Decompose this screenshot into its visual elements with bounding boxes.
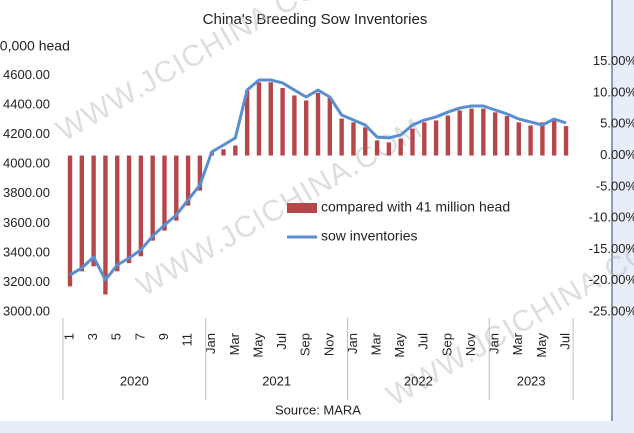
x-tick-label: Nov bbox=[463, 333, 478, 357]
x-tick-label: May bbox=[250, 333, 265, 358]
x-tick-label: Jul bbox=[416, 333, 431, 350]
bar bbox=[339, 118, 344, 156]
x-tick-label: Jan bbox=[203, 333, 218, 354]
y2-tick-label: -25.00% bbox=[589, 303, 634, 318]
x-tick-label: Jan bbox=[345, 333, 360, 354]
x-tick-label: 5 bbox=[109, 333, 124, 340]
bar bbox=[351, 122, 356, 156]
bar bbox=[150, 155, 155, 241]
x-tick-label: 7 bbox=[132, 333, 147, 340]
bar bbox=[280, 87, 285, 156]
y-tick-label: 4200.00 bbox=[3, 126, 50, 141]
bar bbox=[563, 126, 569, 156]
bar bbox=[433, 120, 439, 156]
y2-tick-label: 5.00% bbox=[600, 116, 634, 131]
y-tick-label: 3800.00 bbox=[3, 185, 50, 200]
bar bbox=[268, 82, 273, 156]
y-tick-label: 3200.00 bbox=[3, 274, 50, 289]
bar bbox=[174, 155, 179, 221]
y2-tick-label: 0.00% bbox=[600, 147, 634, 162]
bar bbox=[185, 155, 191, 206]
bar bbox=[386, 142, 392, 156]
y-tick-label: 4400.00 bbox=[3, 97, 50, 112]
bar bbox=[79, 155, 85, 272]
bar bbox=[256, 82, 262, 156]
y2-tick-label: 15.00% bbox=[593, 53, 634, 68]
bar bbox=[492, 112, 498, 156]
bar bbox=[292, 95, 297, 156]
group-label: 2020 bbox=[120, 373, 149, 388]
bar bbox=[91, 155, 96, 267]
x-tick-label: Jul bbox=[557, 333, 572, 350]
bar bbox=[481, 108, 486, 156]
group-label: 2023 bbox=[517, 373, 546, 388]
y-tick-label: 3000.00 bbox=[3, 303, 50, 318]
bar bbox=[422, 122, 427, 156]
bar bbox=[244, 90, 250, 156]
y-tick-label: 4000.00 bbox=[3, 156, 50, 171]
bar bbox=[162, 155, 167, 231]
legend-label: sow inventories bbox=[321, 228, 418, 244]
line bbox=[69, 78, 567, 282]
legend-label: compared with 41 million head bbox=[321, 199, 510, 215]
bar bbox=[410, 128, 415, 156]
chart-title: China's Breeding Sow Inventories bbox=[203, 11, 428, 28]
bar bbox=[103, 155, 108, 295]
x-tick-label: May bbox=[534, 333, 549, 358]
x-tick-label: Mar bbox=[510, 332, 525, 355]
x-tick-label: Sep bbox=[439, 333, 454, 356]
x-tick-label: 1 bbox=[61, 333, 76, 340]
x-tick-label: Jan bbox=[487, 333, 502, 354]
bar bbox=[552, 120, 557, 156]
y2-tick-label: -15.00% bbox=[589, 241, 634, 256]
bar bbox=[115, 155, 120, 272]
x-tick-label: Nov bbox=[321, 333, 336, 357]
bar bbox=[504, 116, 510, 156]
bar bbox=[528, 125, 533, 156]
bar bbox=[457, 110, 462, 156]
y2-tick-label: -5.00% bbox=[596, 178, 634, 193]
bar bbox=[315, 92, 321, 156]
y-tick-label: 3600.00 bbox=[3, 215, 50, 230]
x-tick-label: 3 bbox=[85, 333, 100, 340]
bar bbox=[540, 122, 545, 156]
bar bbox=[363, 127, 368, 156]
bar bbox=[126, 155, 132, 264]
y2-tick-label: -10.00% bbox=[589, 210, 634, 225]
y-tick-label: 4600.00 bbox=[3, 67, 50, 82]
x-tick-label: May bbox=[392, 333, 407, 358]
x-tick-label: Jul bbox=[274, 333, 289, 350]
bar bbox=[516, 122, 521, 156]
bar bbox=[374, 140, 380, 156]
bar bbox=[197, 155, 203, 191]
bar bbox=[469, 108, 474, 156]
group-label: 2022 bbox=[404, 373, 433, 388]
bar bbox=[138, 155, 144, 257]
bar bbox=[327, 97, 333, 156]
x-tick-label: Sep bbox=[298, 333, 313, 356]
x-tick-label: 9 bbox=[156, 333, 171, 340]
y2-tick-label: -20.00% bbox=[589, 272, 634, 287]
bar bbox=[67, 155, 73, 287]
bar bbox=[445, 115, 451, 156]
x-tick-label: 11 bbox=[180, 333, 195, 347]
legend-swatch bbox=[287, 203, 317, 213]
source: Source: MARA bbox=[275, 402, 361, 417]
group-label: 2021 bbox=[262, 373, 291, 388]
y-tick-label: 3400.00 bbox=[3, 244, 50, 259]
bar bbox=[221, 149, 226, 156]
bar bbox=[398, 138, 403, 156]
x-tick-label: Mar bbox=[368, 332, 383, 355]
bar bbox=[304, 100, 309, 156]
bar bbox=[233, 145, 238, 156]
y2-tick-label: 10.00% bbox=[593, 84, 634, 99]
x-tick-label: Mar bbox=[227, 332, 242, 355]
y-axis-label: 10,000 head bbox=[0, 38, 70, 54]
